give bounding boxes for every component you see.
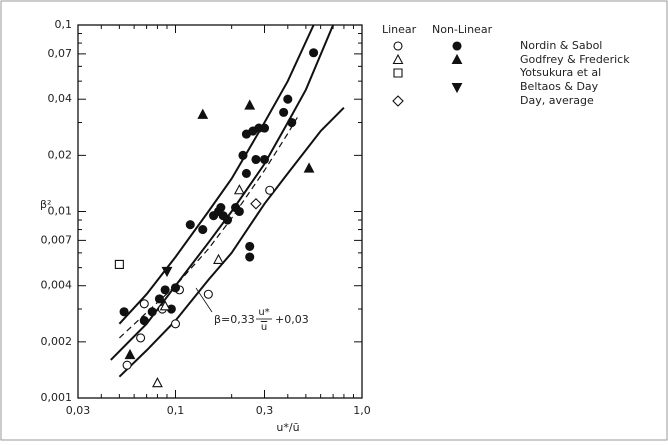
legend-marker	[451, 82, 463, 94]
legend-column: Linear	[382, 23, 417, 36]
y-axis-label: β²	[40, 198, 51, 211]
legend-marker	[393, 68, 403, 78]
marker	[136, 333, 146, 343]
y-tick-label: 0,004	[41, 279, 73, 292]
marker	[283, 94, 293, 104]
marker	[245, 241, 255, 251]
legend-label: Nordin & Sabol	[520, 39, 602, 52]
marker	[114, 259, 124, 270]
marker	[159, 300, 171, 311]
x-axis-label: u*/ū	[276, 421, 299, 434]
marker	[170, 283, 181, 293]
annotation-denominator: u	[261, 322, 267, 333]
marker	[161, 266, 173, 278]
marker	[222, 215, 233, 225]
x-tick-label: 0,1	[167, 404, 185, 417]
legend-marker	[392, 95, 404, 107]
legend-label: Beltaos & Day	[520, 80, 599, 93]
y-tick-label: 0,002	[41, 335, 73, 348]
y-tick-label: 0,007	[41, 233, 73, 246]
legend-column: Non-Linear	[432, 23, 493, 36]
y-tick-label: 0,04	[48, 92, 73, 105]
marker	[213, 253, 224, 264]
marker	[185, 220, 195, 230]
marker	[147, 307, 157, 317]
y-tick-label: 0,02	[48, 148, 73, 161]
marker	[265, 185, 275, 195]
marker	[139, 299, 149, 309]
marker	[216, 202, 226, 213]
marker	[203, 289, 213, 299]
marker	[250, 198, 262, 210]
marker	[198, 225, 208, 235]
marker	[197, 108, 209, 119]
marker	[303, 162, 315, 173]
curve	[118, 106, 345, 378]
annotation-prefix: β=0,33	[214, 313, 255, 326]
marker	[154, 294, 164, 304]
curve	[118, 24, 315, 325]
y-tick-label: 0,001	[41, 391, 73, 404]
legend-marker	[451, 53, 463, 65]
y-tick-label: 0,01	[48, 205, 73, 218]
legend-marker	[393, 41, 403, 51]
marker	[124, 348, 136, 360]
marker	[251, 154, 261, 165]
marker	[139, 316, 149, 326]
marker	[233, 184, 245, 195]
marker	[170, 319, 181, 329]
marker	[259, 154, 270, 165]
marker	[287, 117, 297, 128]
annotation: β=0,33 u* u +0,03	[195, 287, 309, 333]
marker	[241, 168, 251, 178]
x-tick-label: 1,0	[353, 404, 371, 417]
annotation-numerator: u*	[258, 307, 269, 318]
x-tick-label: 0,03	[66, 404, 91, 417]
legend-label: Godfrey & Frederick	[520, 53, 630, 66]
x-tick-label: 0,3	[256, 404, 274, 417]
marker	[122, 360, 132, 370]
marker	[259, 123, 270, 133]
marker	[245, 252, 255, 262]
marker	[119, 307, 129, 317]
marker	[241, 129, 251, 139]
y-tick-label: 0,07	[48, 47, 73, 60]
legend-marker	[452, 41, 462, 51]
marker	[309, 48, 319, 58]
marker	[244, 99, 256, 110]
legend-label: Day, average	[520, 94, 594, 107]
marker	[279, 107, 289, 117]
legend-label: Yotsukura et al	[519, 66, 601, 79]
marker	[238, 150, 248, 160]
marker	[234, 206, 244, 217]
marker	[152, 377, 163, 388]
annotation-suffix: +0,03	[275, 313, 309, 326]
marker	[160, 285, 170, 295]
y-tick-label: 0,1	[55, 18, 73, 31]
legend-marker	[392, 53, 404, 65]
